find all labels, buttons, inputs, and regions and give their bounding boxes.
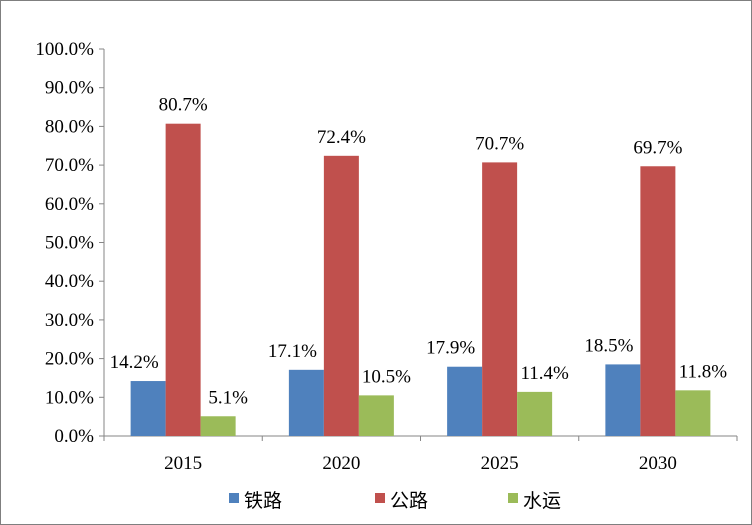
data-label: 11.8% (679, 361, 728, 382)
data-label: 72.4% (317, 127, 366, 148)
bar-3-2020 (358, 395, 394, 436)
data-label: 17.9% (426, 338, 475, 359)
data-labels: 14.2% 17.1% 17.9% 18.5% 80.7% 72.4% 70.7% 69.7%… (110, 95, 728, 409)
legend-label: 公路 (390, 490, 428, 512)
data-label: 17.1% (268, 341, 317, 362)
x-tick-label: 2020 (322, 453, 360, 474)
y-tick-label: 100.0% (35, 39, 94, 60)
data-label: 70.7% (475, 133, 524, 154)
x-tick-label: 2030 (639, 453, 677, 474)
bar-1-2025 (447, 366, 483, 436)
legend-swatch (375, 493, 385, 503)
y-tick-label: 90.0% (45, 78, 94, 99)
bar-2-2015 (165, 123, 201, 436)
y-tick-label: 60.0% (45, 194, 94, 215)
y-tick-label: 10.0% (45, 387, 94, 408)
y-tick-label: 20.0% (45, 349, 94, 370)
bar-1-2030 (605, 364, 641, 436)
data-label: 69.7% (633, 137, 682, 158)
x-tick-label: 2015 (164, 453, 202, 474)
data-label: 18.5% (584, 335, 633, 356)
bar-2-2025 (482, 162, 518, 437)
legend-label: 铁路 (244, 490, 282, 512)
data-label: 14.2% (110, 352, 159, 373)
y-tick-label: 80.0% (45, 116, 94, 137)
bar-1-2020 (288, 369, 324, 436)
data-label: 11.4% (520, 363, 569, 384)
x-axis-ticks: 2015 2020 2025 2030 (103, 436, 738, 474)
bar-1-2015 (130, 381, 166, 436)
data-label: 5.1% (208, 387, 248, 408)
bar-3-2025 (517, 391, 553, 436)
legend-label: 水运 (523, 490, 561, 512)
x-tick-label: 2025 (481, 453, 519, 474)
bar-2-2020 (323, 155, 359, 436)
legend-swatch (229, 493, 239, 503)
bar-3-2030 (675, 390, 711, 436)
data-label: 80.7% (159, 95, 208, 116)
y-axis-ticks: 0.0% 10.0% 20.0% 30.0% 40.0% 50.0% 60.0% 70.0% 8… (35, 39, 104, 447)
y-tick-label: 0.0% (54, 426, 94, 447)
y-tick-label: 50.0% (45, 233, 94, 254)
legend-swatch (508, 493, 518, 503)
bar-3-2015 (200, 416, 236, 436)
y-tick-label: 40.0% (45, 271, 94, 292)
y-tick-label: 30.0% (45, 310, 94, 331)
bars (130, 123, 711, 437)
bar-2-2030 (640, 166, 676, 437)
y-tick-label: 70.0% (45, 155, 94, 176)
legend: 铁路 公路 水运 (229, 490, 561, 512)
data-label: 10.5% (362, 366, 411, 387)
